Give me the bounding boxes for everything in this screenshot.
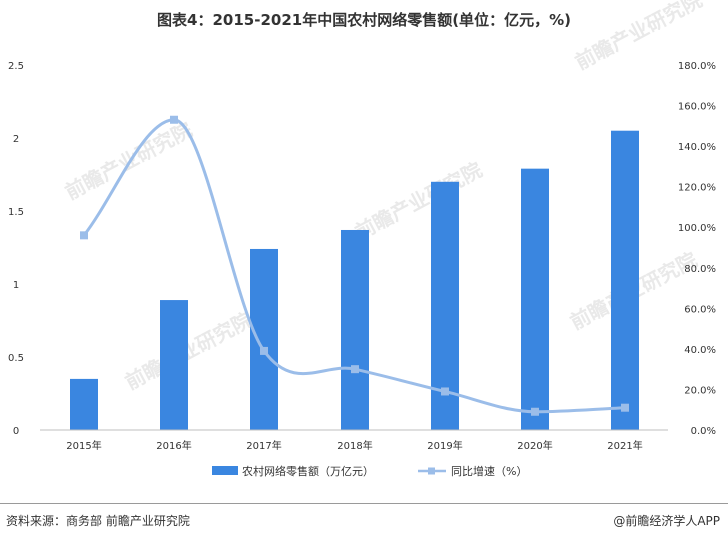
line-point bbox=[441, 387, 449, 396]
line-point bbox=[260, 346, 268, 355]
watermark-text: 前瞻产业研究院 bbox=[351, 157, 486, 244]
chart: 前瞻产业研究院前瞻产业研究院前瞻产业研究院前瞻产业研究院前瞻产业研究院 2015… bbox=[8, 0, 716, 478]
y-right-tick-label: 0.0% bbox=[691, 426, 716, 437]
y-left-tick-label: 0 bbox=[13, 426, 19, 437]
y-left-tick-labels: 0 0.5 1 1.5 2 2.5 bbox=[8, 61, 24, 437]
x-tick-label: 2019年 bbox=[427, 439, 462, 452]
x-tick-label: 2020年 bbox=[517, 439, 552, 452]
watermark-text: 前瞻产业研究院 bbox=[61, 117, 196, 204]
legend-label-line: 同比增速（%） bbox=[451, 464, 527, 478]
line-point bbox=[621, 403, 629, 412]
line-series bbox=[80, 115, 629, 416]
y-right-tick-label: 40.0% bbox=[684, 345, 716, 356]
y-left-tick-label: 1.5 bbox=[8, 207, 24, 218]
x-tick-labels: 2015年 2016年 2017年 2018年 2019年 2020年 2021年 bbox=[66, 439, 642, 452]
y-left-tick-label: 0.5 bbox=[8, 353, 24, 364]
footer-divider bbox=[0, 503, 728, 504]
line-point bbox=[170, 115, 178, 124]
bar bbox=[611, 130, 639, 430]
y-right-tick-label: 140.0% bbox=[678, 142, 716, 153]
bar bbox=[70, 378, 98, 430]
x-tick-label: 2015年 bbox=[66, 439, 101, 452]
y-right-tick-labels: 0.0% 20.0% 40.0% 60.0% 80.0% 100.0% 120.0% 140.… bbox=[678, 61, 716, 437]
bar-series bbox=[70, 130, 639, 430]
legend: 农村网络零售额（万亿元） 同比增速（%） bbox=[212, 464, 527, 478]
source-note: 资料来源：商务部 前瞻产业研究院 bbox=[6, 514, 190, 528]
y-right-tick-label: 120.0% bbox=[678, 183, 716, 194]
bar bbox=[521, 168, 549, 430]
x-tick-label: 2016年 bbox=[156, 439, 191, 452]
bar bbox=[250, 248, 278, 430]
legend-label-bar: 农村网络零售额（万亿元） bbox=[242, 464, 374, 478]
line-point bbox=[531, 407, 539, 416]
watermark-text: 前瞻产业研究院 bbox=[121, 307, 256, 394]
y-right-tick-label: 60.0% bbox=[684, 304, 716, 315]
brand-credit: @前瞻经济学人APP bbox=[613, 514, 720, 528]
watermarks: 前瞻产业研究院前瞻产业研究院前瞻产业研究院前瞻产业研究院前瞻产业研究院 bbox=[61, 0, 706, 394]
y-right-tick-label: 20.0% bbox=[684, 385, 716, 396]
y-right-tick-label: 160.0% bbox=[678, 102, 716, 113]
line-point bbox=[80, 231, 88, 240]
y-left-tick-label: 2.5 bbox=[8, 61, 24, 72]
y-left-tick-label: 2 bbox=[13, 134, 19, 145]
x-tick-label: 2021年 bbox=[607, 439, 642, 452]
bar bbox=[341, 229, 369, 430]
bar bbox=[160, 300, 188, 430]
y-right-tick-label: 100.0% bbox=[678, 223, 716, 234]
x-tick-label: 2017年 bbox=[246, 439, 281, 452]
y-right-tick-label: 180.0% bbox=[678, 61, 716, 72]
legend-swatch-bar bbox=[212, 466, 238, 475]
legend-swatch-line-marker bbox=[428, 467, 435, 475]
y-left-tick-label: 1 bbox=[13, 280, 19, 291]
line-point bbox=[351, 365, 359, 374]
x-tick-label: 2018年 bbox=[337, 439, 372, 452]
y-right-tick-label: 80.0% bbox=[684, 264, 716, 275]
chart-title: 图表4：2015-2021年中国农村网络零售额(单位：亿元，%) bbox=[157, 11, 571, 29]
